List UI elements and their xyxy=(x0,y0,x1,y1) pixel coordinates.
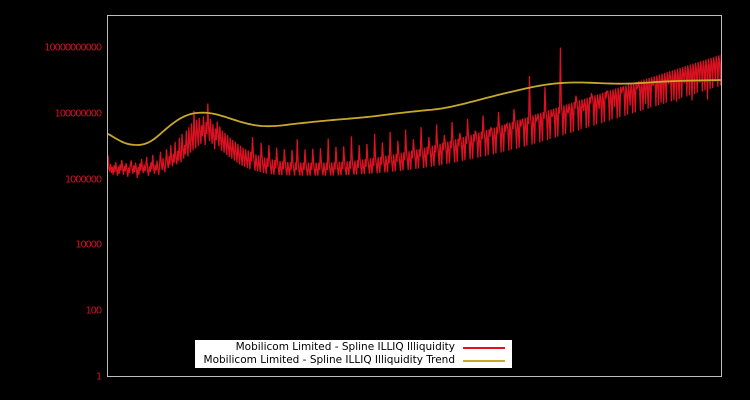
y-axis-tick-label: 10000000000 xyxy=(44,42,102,54)
legend-swatch-trend xyxy=(463,359,505,362)
legend-item-illiquidity: Mobilicom Limited - Spline ILLIQ Illiqui… xyxy=(196,341,511,354)
series-line-trend xyxy=(108,79,721,146)
y-axis-tick-labels: 1 100 10000 1000000 100000000 10000000000 xyxy=(0,0,103,400)
y-axis-tick-label: 1 xyxy=(95,371,102,383)
chart-legend: Mobilicom Limited - Spline ILLIQ Illiqui… xyxy=(195,340,512,368)
legend-label-illiquidity: Mobilicom Limited - Spline ILLIQ Illiqui… xyxy=(235,341,455,353)
legend-label-trend: Mobilicom Limited - Spline ILLIQ Illiqui… xyxy=(203,354,455,366)
y-axis-tick-label: 1000000 xyxy=(64,174,102,186)
y-axis-tick-label: 100 xyxy=(85,305,103,317)
series-canvas xyxy=(108,47,721,178)
series-line-illiquidity xyxy=(108,47,721,178)
plot-area xyxy=(107,15,722,377)
legend-item-trend: Mobilicom Limited - Spline ILLIQ Illiqui… xyxy=(196,354,511,367)
y-axis-tick-label: 10000 xyxy=(75,239,102,251)
legend-swatch-illiquidity xyxy=(463,346,505,349)
y-axis-tick-label: 100000000 xyxy=(54,108,103,120)
